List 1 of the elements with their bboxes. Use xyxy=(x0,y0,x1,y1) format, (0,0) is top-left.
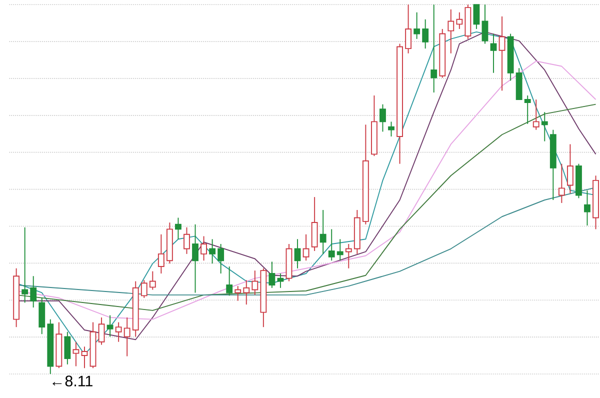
text: ←8.11 xyxy=(52,376,92,386)
